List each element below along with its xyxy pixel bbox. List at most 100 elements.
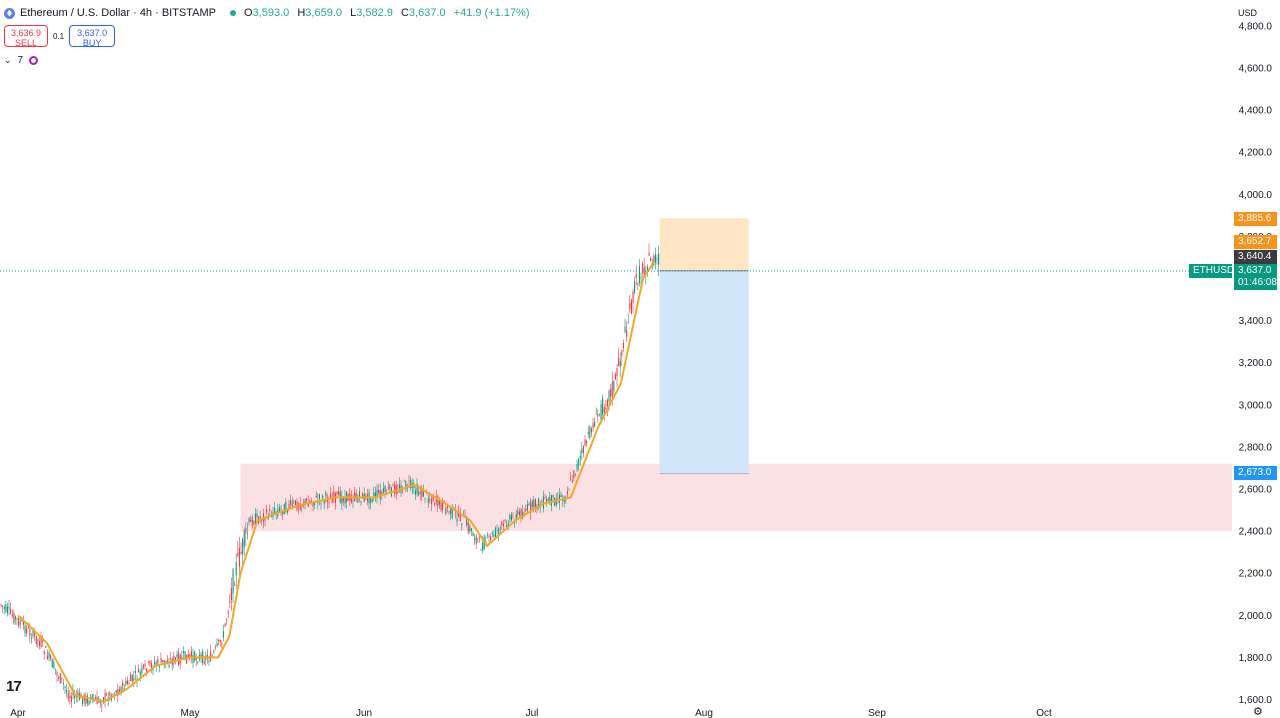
candle[interactable]: [168, 664, 170, 667]
candle[interactable]: [254, 513, 256, 526]
candle[interactable]: [331, 496, 333, 503]
candle[interactable]: [59, 673, 61, 684]
candle[interactable]: [307, 502, 309, 508]
candle[interactable]: [576, 464, 578, 470]
candle[interactable]: [187, 653, 189, 659]
candle[interactable]: [24, 625, 26, 634]
candle[interactable]: [54, 668, 56, 670]
candle[interactable]: [290, 500, 292, 504]
candle[interactable]: [67, 692, 69, 700]
candle[interactable]: [291, 502, 293, 507]
candle[interactable]: [658, 253, 660, 265]
candle[interactable]: [43, 651, 45, 654]
candle[interactable]: [125, 680, 127, 685]
candle[interactable]: [56, 672, 58, 676]
candle[interactable]: [123, 687, 125, 691]
buy-button[interactable]: 3,637.0 BUY: [69, 25, 116, 48]
candle[interactable]: [242, 539, 244, 554]
candle[interactable]: [213, 651, 215, 653]
candle[interactable]: [584, 439, 586, 446]
candle[interactable]: [629, 302, 631, 309]
candle[interactable]: [382, 488, 384, 493]
candle[interactable]: [610, 389, 612, 397]
candle[interactable]: [240, 552, 242, 554]
candle[interactable]: [517, 510, 519, 515]
candle[interactable]: [64, 686, 66, 688]
candle[interactable]: [595, 413, 597, 415]
indicators-toggle[interactable]: ⌄ 7: [4, 55, 39, 66]
candle[interactable]: [418, 491, 420, 495]
candle[interactable]: [58, 677, 60, 679]
candle[interactable]: [538, 498, 540, 506]
candle[interactable]: [200, 654, 202, 656]
candle[interactable]: [352, 500, 354, 502]
candle[interactable]: [234, 584, 236, 586]
candle[interactable]: [106, 694, 108, 696]
candle[interactable]: [616, 368, 618, 377]
candle[interactable]: [357, 496, 359, 503]
candle[interactable]: [518, 511, 520, 515]
candle[interactable]: [22, 620, 24, 626]
candle[interactable]: [66, 690, 68, 693]
candle[interactable]: [237, 552, 239, 556]
candle[interactable]: [622, 342, 624, 348]
candle[interactable]: [515, 513, 517, 520]
candle[interactable]: [29, 629, 31, 636]
candle[interactable]: [597, 414, 599, 417]
candle[interactable]: [496, 530, 498, 532]
candle[interactable]: [650, 258, 652, 262]
candle[interactable]: [269, 509, 271, 512]
candle[interactable]: [104, 693, 106, 701]
candle[interactable]: [371, 499, 373, 502]
candle[interactable]: [226, 619, 228, 621]
symbol-title[interactable]: Ethereum / U.S. Dollar · 4h · BITSTAMP: [20, 7, 217, 19]
candle[interactable]: [488, 535, 490, 537]
candle[interactable]: [232, 569, 234, 594]
candle[interactable]: [13, 612, 15, 624]
candle[interactable]: [283, 504, 285, 515]
candle[interactable]: [360, 501, 362, 503]
candle[interactable]: [82, 698, 84, 705]
candle[interactable]: [35, 635, 37, 645]
candle[interactable]: [192, 654, 194, 664]
candle[interactable]: [549, 497, 551, 503]
candle[interactable]: [318, 494, 320, 499]
candle[interactable]: [621, 350, 623, 357]
candle[interactable]: [506, 525, 508, 529]
candle[interactable]: [525, 509, 527, 511]
candle[interactable]: [6, 606, 8, 614]
candle[interactable]: [246, 533, 248, 535]
candle[interactable]: [154, 661, 156, 665]
candle[interactable]: [142, 664, 144, 668]
candle[interactable]: [355, 492, 357, 499]
candle[interactable]: [358, 491, 360, 497]
candle[interactable]: [634, 281, 636, 293]
candle[interactable]: [139, 671, 141, 676]
candle[interactable]: [456, 518, 458, 522]
candle[interactable]: [493, 534, 495, 537]
quantity-value[interactable]: 0.1: [53, 31, 65, 41]
candle[interactable]: [438, 499, 440, 505]
candle[interactable]: [470, 528, 472, 531]
candle[interactable]: [131, 674, 133, 682]
candle[interactable]: [586, 441, 588, 444]
candle[interactable]: [656, 258, 658, 260]
candle[interactable]: [195, 657, 197, 661]
candle[interactable]: [459, 512, 461, 522]
candle[interactable]: [510, 514, 512, 521]
candle[interactable]: [227, 611, 229, 614]
candle[interactable]: [128, 683, 130, 685]
candle[interactable]: [421, 487, 423, 497]
candle[interactable]: [259, 516, 261, 518]
price-label[interactable]: 3,637.0: [1234, 264, 1277, 278]
candle[interactable]: [88, 700, 90, 705]
candle[interactable]: [558, 494, 560, 503]
candle[interactable]: [392, 484, 394, 486]
candle[interactable]: [285, 501, 287, 512]
candle[interactable]: [48, 652, 50, 658]
candle[interactable]: [654, 254, 656, 263]
candle[interactable]: [568, 489, 570, 491]
candle[interactable]: [365, 493, 367, 495]
candle[interactable]: [322, 495, 324, 499]
